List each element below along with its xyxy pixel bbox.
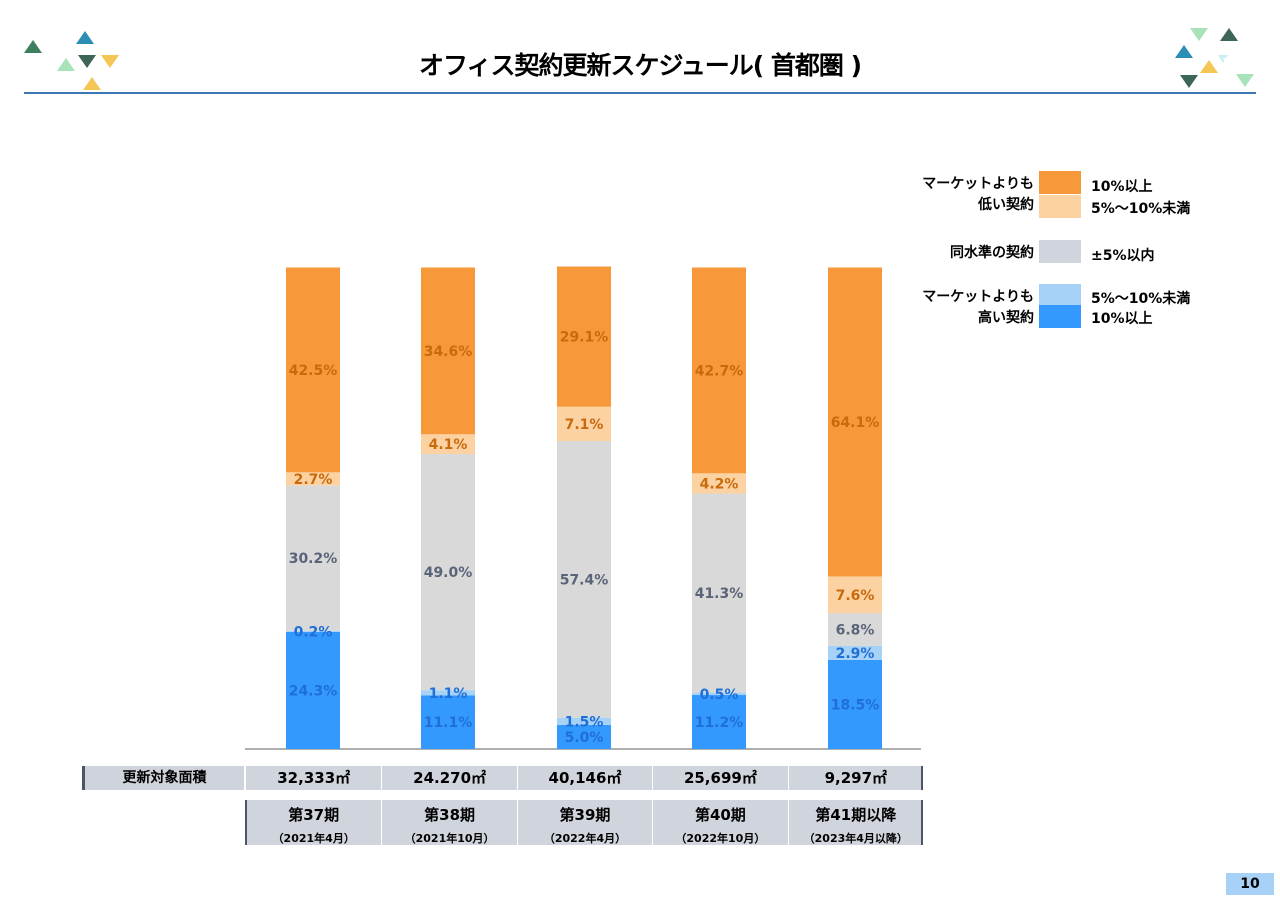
period-label: 第38期 <box>424 806 476 824</box>
data-label-lower-10-plus: 34.6% <box>424 344 473 360</box>
data-label-higher-5-10: 0.2% <box>294 624 333 640</box>
bar-segment-higher-10-plus <box>421 695 475 749</box>
data-label-higher-5-10: 0.5% <box>700 687 739 703</box>
period-cell: 第38期 （2021年10月） <box>381 800 516 845</box>
legend-label-lower-5-10: 5%～10%未満 <box>1091 201 1191 217</box>
bar-segment-higher-5-10 <box>286 630 340 632</box>
legend-group-higher-line2: 高い契約 <box>978 310 1034 326</box>
period-date: （2023年4月以降） <box>803 832 908 845</box>
legend-swatch-same <box>1039 240 1081 263</box>
legend-group-higher: マーケットよりも 高い契約 <box>884 287 1034 329</box>
bar-segment-lower-10-plus <box>286 267 340 473</box>
bar-segment-higher-10-plus <box>828 659 882 749</box>
title-rule <box>24 92 1256 94</box>
page-title: オフィス契約更新スケジュール( 首都圏 ) <box>418 51 862 80</box>
bar-segment-lower-10-plus <box>421 267 475 435</box>
bar-segment-higher-5-10 <box>557 717 611 725</box>
bar-segment-same-level <box>421 454 475 691</box>
bar-segment-higher-5-10 <box>421 690 475 696</box>
period-cell: 第37期 （2021年4月） <box>246 800 381 845</box>
period-row-left-edge <box>245 800 247 845</box>
area-cell: 24.270㎡ <box>381 766 516 790</box>
data-label-same-level: 41.3% <box>695 586 744 602</box>
bar-segment-lower-10-plus <box>692 267 746 474</box>
area-row-header: 更新対象面積 <box>82 766 244 790</box>
period-date: （2022年4月） <box>543 832 627 845</box>
bar-segment-lower-5-10 <box>421 434 475 455</box>
bar-segment-higher-10-plus <box>557 724 611 749</box>
data-label-lower-5-10: 4.2% <box>700 476 739 492</box>
period-label: 第41期以降 <box>815 806 897 824</box>
period-date: （2022年10月） <box>675 832 766 845</box>
period-label: 第37期 <box>288 806 340 824</box>
data-label-lower-5-10: 4.1% <box>429 437 468 453</box>
legend-swatch-higher-10-plus <box>1039 305 1081 328</box>
data-label-same-level: 49.0% <box>424 565 473 581</box>
period-row-background <box>246 800 923 845</box>
data-label-higher-10-plus: 11.1% <box>424 715 473 731</box>
data-label-higher-10-plus: 5.0% <box>565 730 604 746</box>
period-cell: 第39期 （2022年4月） <box>516 800 652 845</box>
data-label-lower-5-10: 7.6% <box>836 588 875 604</box>
legend-swatch-lower-10-plus <box>1039 171 1081 194</box>
data-label-same-level: 6.8% <box>836 622 875 638</box>
bar-segment-lower-5-10 <box>828 576 882 614</box>
decorative-triangles-left <box>24 31 119 90</box>
data-label-lower-10-plus: 42.7% <box>695 363 744 379</box>
legend-label-higher-10-plus: 10%以上 <box>1091 311 1153 327</box>
data-label-lower-5-10: 2.7% <box>294 472 333 488</box>
legend-group-lower-line1: マーケットよりも <box>922 176 1034 192</box>
bar-segment-lower-10-plus <box>557 266 611 407</box>
period-cell: 第41期以降 （2023年4月以降） <box>787 800 923 845</box>
data-label-higher-10-plus: 18.5% <box>831 697 880 713</box>
area-cell: 9,297㎡ <box>787 766 923 790</box>
legend-swatch-higher-5-10 <box>1039 284 1081 307</box>
period-row-right-edge <box>921 800 923 845</box>
period-label: 第39期 <box>559 806 611 824</box>
legend-group-lower: マーケットよりも 低い契約 <box>884 174 1034 216</box>
bar-segment-same-level <box>286 485 340 631</box>
data-label-lower-10-plus: 42.5% <box>289 363 338 379</box>
decorative-triangles-right <box>1175 28 1254 88</box>
data-label-higher-5-10: 1.5% <box>565 714 604 730</box>
period-cell: 第40期 （2022年10月） <box>652 800 787 845</box>
legend-swatch-lower-5-10 <box>1039 195 1081 218</box>
data-label-higher-5-10: 2.9% <box>836 646 875 662</box>
legend-group-lower-line2: 低い契約 <box>978 197 1034 213</box>
legend-label-higher-5-10: 5%～10%未満 <box>1091 291 1191 307</box>
bar-segment-higher-5-10 <box>828 645 882 660</box>
bar-segment-lower-10-plus <box>828 267 882 577</box>
bar-segment-lower-5-10 <box>557 406 611 442</box>
bar-segment-higher-10-plus <box>692 695 746 749</box>
area-cell: 25,699㎡ <box>652 766 787 790</box>
bar-segment-same-level <box>692 493 746 693</box>
area-cell: 32,333㎡ <box>277 769 351 787</box>
data-label-same-level: 30.2% <box>289 551 338 567</box>
legend-label-same: ±5%以内 <box>1091 248 1155 264</box>
data-label-lower-10-plus: 64.1% <box>831 415 880 431</box>
bar-segment-higher-10-plus <box>286 631 340 749</box>
period-label: 第40期 <box>694 806 746 824</box>
data-label-lower-5-10: 7.1% <box>565 417 604 433</box>
data-label-same-level: 57.4% <box>560 572 609 588</box>
bar-segment-higher-5-10 <box>692 692 746 696</box>
area-cell: 40,146㎡ <box>516 766 652 790</box>
data-label-lower-10-plus: 29.1% <box>560 330 609 346</box>
bar-segment-same-level <box>828 613 882 646</box>
period-date: （2021年4月） <box>272 832 355 845</box>
legend-label-lower-10-plus: 10%以上 <box>1091 179 1153 195</box>
bar-segment-lower-5-10 <box>286 472 340 486</box>
area-row-right-edge <box>921 766 923 790</box>
page-number: 10 <box>1226 873 1274 895</box>
bar-segment-lower-5-10 <box>692 473 746 494</box>
legend-group-same: 同水準の契約 <box>950 245 1034 261</box>
area-row-background <box>246 766 923 790</box>
legend-group-higher-line1: マーケットよりも <box>922 289 1034 305</box>
data-label-higher-10-plus: 24.3% <box>289 683 338 699</box>
data-label-higher-10-plus: 11.2% <box>695 715 744 731</box>
period-date: （2021年10月） <box>404 832 495 845</box>
data-label-higher-5-10: 1.1% <box>429 686 468 702</box>
bar-segment-same-level <box>557 441 611 718</box>
